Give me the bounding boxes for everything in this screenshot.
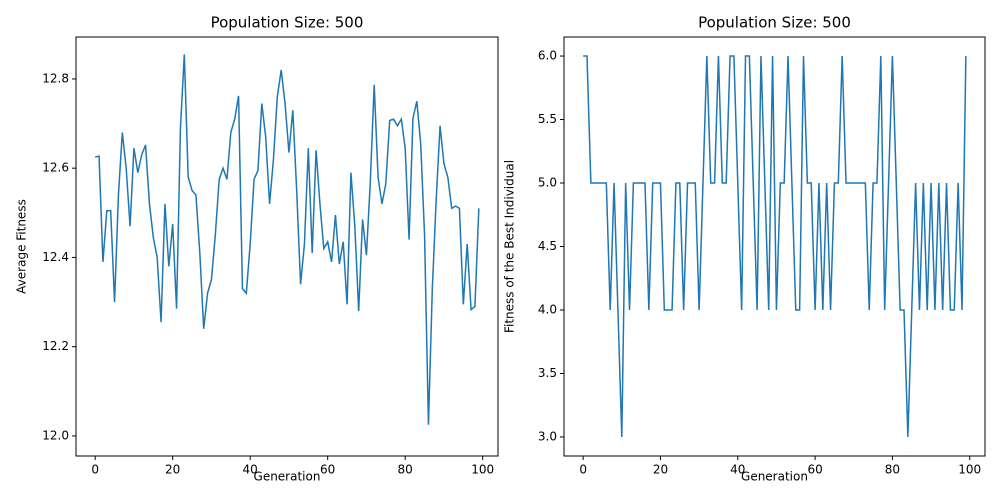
x-tick-label: 0: [91, 463, 99, 477]
x-tick-label: 80: [398, 463, 413, 477]
chart-title: Population Size: 500: [211, 14, 364, 32]
y-tick-label: 12.4: [42, 250, 69, 264]
y-tick-label: 4.5: [538, 239, 557, 253]
y-tick-label: 5.0: [538, 176, 557, 190]
x-axis-label: Generation: [254, 470, 321, 484]
y-axis-label: Fitness of the Best Individual: [503, 160, 517, 333]
y-axis-label: Average Fitness: [15, 199, 29, 294]
axes-frame: [563, 36, 986, 457]
data-line: [583, 55, 967, 437]
x-tick-label: 60: [320, 463, 335, 477]
y-tick-label: 12.6: [42, 161, 69, 175]
x-tick-label: 100: [471, 463, 494, 477]
x-tick-label: 60: [807, 463, 822, 477]
x-tick-label: 40: [730, 463, 745, 477]
y-tick-label: 3.0: [538, 429, 557, 443]
y-tick-label: 12.0: [42, 428, 69, 442]
y-tick-label: 12.2: [42, 339, 69, 353]
x-tick-label: 40: [243, 463, 258, 477]
y-tick-label: 12.8: [42, 71, 69, 85]
data-line: [95, 54, 480, 425]
chart-title: Population Size: 500: [698, 14, 851, 32]
axes-frame: [75, 36, 499, 457]
y-tick-label: 4.0: [538, 302, 557, 316]
x-tick-label: 100: [958, 463, 981, 477]
x-tick-label: 0: [579, 463, 587, 477]
x-tick-label: 20: [653, 463, 668, 477]
y-tick-label: 3.5: [538, 366, 557, 380]
x-axis-label: Generation: [741, 470, 808, 484]
x-tick-label: 80: [885, 463, 900, 477]
y-tick-label: 5.5: [538, 112, 557, 126]
x-tick-label: 20: [165, 463, 180, 477]
y-tick-label: 6.0: [538, 49, 557, 63]
